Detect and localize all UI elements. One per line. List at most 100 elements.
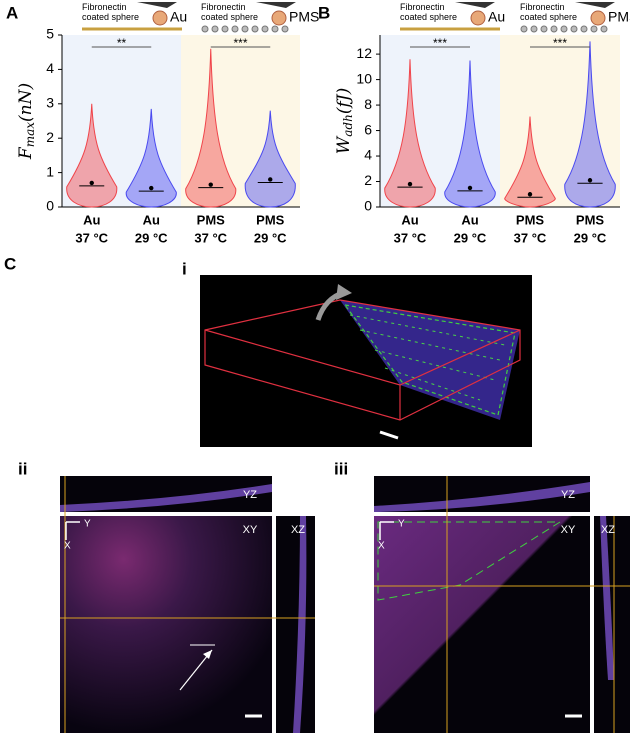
bg-au: [380, 35, 500, 207]
substrate-bead: [520, 25, 528, 33]
y-tick-label: 3: [46, 95, 54, 111]
x-tick-label: Au: [401, 212, 418, 227]
sphere: [470, 10, 486, 26]
inset-material: PMS: [289, 9, 319, 25]
y-label-part: F: [16, 146, 36, 160]
axis-label: X: [378, 541, 385, 552]
violin: [66, 103, 118, 208]
image-3d: [200, 275, 532, 447]
substrate-bead: [570, 25, 578, 33]
mean-dot: [527, 192, 533, 197]
x-tick-label: 29 °C: [574, 230, 607, 245]
inset-text: Fibronectin coated sphere: [400, 2, 457, 22]
panel-label: C: [4, 254, 16, 273]
y-tick-label: 2: [46, 129, 54, 145]
y-tick-label: 4: [364, 147, 372, 163]
x-tick-label: 29 °C: [454, 230, 487, 245]
x-tick-label: PMS: [256, 212, 285, 227]
substrate-bead: [261, 25, 269, 33]
inset-line: Fibronectin: [201, 2, 246, 12]
substrate-bead: [550, 25, 558, 33]
view-label: YZ: [243, 489, 257, 501]
x-tick-label: 37 °C: [194, 230, 227, 245]
mean-dot: [467, 185, 473, 191]
violin: [125, 108, 177, 208]
view-label: XY: [561, 524, 576, 536]
mean-dot: [587, 178, 593, 183]
substrate-bead: [251, 25, 259, 33]
x-tick-label: 37 °C: [514, 230, 547, 245]
substrate-bead: [221, 25, 229, 33]
x-tick-label: PMS: [197, 212, 226, 227]
y-tick-label: 8: [364, 96, 372, 112]
inset-line: Fibronectin: [520, 2, 565, 12]
x-tick-label: Au: [461, 212, 478, 227]
inset-text: Fibronectin coated sphere: [82, 2, 139, 22]
sub-label: iii: [334, 459, 348, 478]
view-label: YZ: [561, 489, 575, 501]
substrate-bead: [600, 25, 608, 33]
inset-line: coated sphere: [201, 12, 258, 22]
x-tick-label: Au: [143, 212, 160, 227]
violin: [185, 48, 237, 208]
panel-label: A: [6, 3, 18, 22]
inset-material: PMS: [608, 9, 630, 25]
inset-line: Fibronectin: [82, 2, 127, 12]
substrate-bead: [580, 25, 588, 33]
sig-label: ***: [433, 36, 447, 50]
y-tick-label: 6: [364, 121, 372, 137]
inset-line: Fibronectin: [400, 2, 445, 12]
axis-label: Y: [398, 519, 405, 530]
substrate-bead: [241, 25, 249, 33]
violin: [504, 116, 556, 208]
cantilever: [137, 2, 177, 8]
inset-material: Au: [488, 9, 505, 25]
y-tick-label: 2: [364, 172, 372, 188]
view-label: XZ: [601, 524, 615, 536]
y-tick-label: 5: [46, 26, 54, 42]
x-tick-label: 29 °C: [254, 230, 287, 245]
sub-label: ii: [18, 459, 27, 478]
substrate-bead: [530, 25, 538, 33]
image-ii: [60, 476, 315, 733]
mean-dot: [149, 185, 154, 191]
inset-material: Au: [170, 9, 187, 25]
view-label: XY: [243, 524, 258, 536]
cantilever: [575, 2, 615, 8]
substrate-bead: [231, 25, 239, 33]
x-tick-label: Au: [83, 212, 100, 227]
y-label-part: W: [334, 135, 354, 154]
y-tick-label: 1: [46, 163, 54, 179]
y-label-part: max: [23, 122, 37, 148]
cantilever: [455, 2, 495, 8]
violin: [384, 59, 436, 208]
substrate-bead: [540, 25, 548, 33]
substrate-bead: [271, 25, 279, 33]
mean-dot: [89, 180, 94, 186]
sub-label: i: [182, 259, 187, 278]
x-tick-label: PMS: [576, 212, 605, 227]
sig-label: ***: [233, 36, 247, 50]
mean-dot: [407, 181, 413, 187]
violin: [244, 110, 296, 208]
x-tick-label: 37 °C: [394, 230, 427, 245]
y-axis-label: Wadh(fJ): [334, 88, 355, 154]
axis-label: X: [64, 541, 71, 552]
y-tick-label: 0: [46, 198, 54, 214]
sphere: [590, 10, 606, 26]
sig-label: ***: [553, 36, 567, 50]
sphere: [152, 10, 168, 26]
inset-text: Fibronectin coated sphere: [520, 2, 577, 22]
violin: [564, 41, 616, 208]
inset-line: coated sphere: [400, 12, 457, 22]
y-tick-label: 10: [356, 70, 372, 86]
violin: [444, 60, 496, 208]
y-axis-label: Fmax(nN): [16, 83, 37, 160]
inset-text: Fibronectin coated sphere: [201, 2, 258, 22]
mean-dot: [208, 182, 213, 187]
mean-dot: [268, 177, 273, 182]
axis-label: Y: [84, 519, 91, 530]
bg-pms: [181, 35, 300, 207]
x-tick-label: PMS: [516, 212, 545, 227]
